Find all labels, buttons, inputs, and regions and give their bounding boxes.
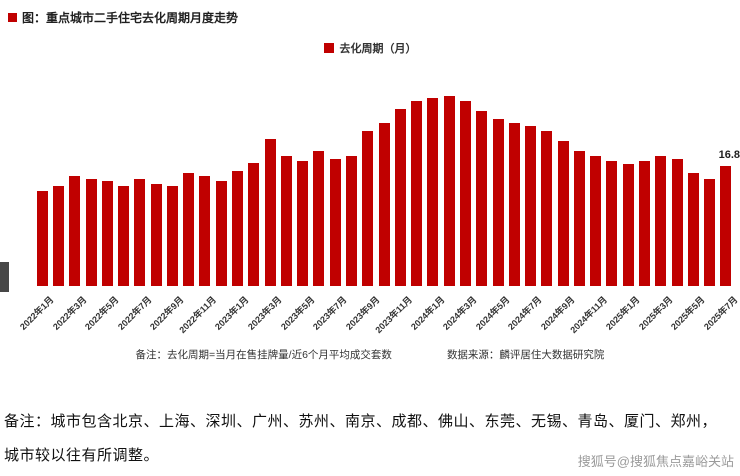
x-tick-label: 2022年5月 (83, 294, 121, 332)
bar-chart-plot: 16.8 (34, 86, 740, 286)
x-tick-label: 2023年1月 (213, 294, 251, 332)
bar-2024年8月 (541, 131, 553, 286)
bar-2024年10月 (573, 151, 585, 286)
bar-2023年3月 (264, 138, 276, 286)
legend-swatch-icon (323, 43, 334, 53)
x-axis-labels: 2022年1月 2022年3月 2022年5月 2022年7月 2022年9月 2022年… (18, 289, 739, 349)
bar-2023年4月 (280, 156, 292, 286)
bar-2023年2月 (248, 163, 260, 286)
legend-label: 去化周期（月） (339, 43, 417, 55)
x-tick-label: 2023年5月 (278, 294, 317, 332)
data-source: 数据来源：麟评居住大数据研究院 (446, 349, 605, 361)
x-tick-label: 2022年7月 (115, 294, 154, 332)
bottom-note: 备注：城市包含北京、上海、深圳、广州、苏州、南京、成都、佛山、东莞、无锡、青岛、… (4, 405, 717, 473)
bar-2025年5月 (687, 173, 699, 286)
bar-2022年6月 (118, 186, 129, 286)
x-tick-label: 2023年7月 (311, 294, 349, 332)
bar-2022年11月 (199, 176, 211, 286)
bar-2025年1月 (622, 163, 634, 286)
x-tick-label: 2024年1月 (408, 294, 447, 332)
chart-title-text: 图：重点城市二手住宅去化周期月度走势 (22, 11, 239, 25)
bar-2025年3月 (655, 156, 667, 286)
x-tick-label: 2025年7月 (701, 294, 740, 332)
bar-2025年4月 (671, 158, 683, 286)
bar-2022年8月 (150, 183, 162, 286)
bar-2023年8月 (345, 156, 357, 286)
bar-2024年6月 (508, 123, 520, 286)
bar-2024年5月 (492, 118, 504, 286)
bar-2024年9月 (557, 141, 569, 286)
bar-2022年2月 (52, 186, 64, 286)
bar-2023年1月 (232, 171, 243, 286)
bar-2023年11月 (394, 108, 406, 286)
last-bar-value-label: 16.8 (718, 149, 740, 161)
bar-2022年1月 (36, 191, 48, 286)
title-bullet-icon (8, 13, 17, 22)
bar-2023年6月 (313, 151, 325, 286)
bar-2024年7月 (525, 126, 536, 286)
bar-2025年7月 (720, 166, 732, 286)
x-tick-label: 2024年3月 (441, 294, 479, 332)
x-tick-label: 2025年3月 (636, 294, 675, 332)
bottom-note-line2: 城市较以往有所调整。 (4, 448, 160, 464)
bar-2025年6月 (704, 178, 716, 286)
bar-2024年1月 (427, 98, 439, 286)
bar-2022年10月 (183, 173, 195, 286)
x-tick-label: 2022年3月 (50, 294, 89, 332)
x-tick-label: 2024年7月 (506, 294, 544, 332)
bar-2024年12月 (606, 161, 618, 286)
bar-2023年9月 (362, 131, 374, 286)
bar-2023年7月 (329, 158, 341, 286)
x-tick-label: 2023年3月 (245, 294, 284, 332)
bar-2023年5月 (297, 161, 309, 286)
chart-footnote: 备注：去化周期=当月在售挂牌量/近6个月平均成交套数 (135, 349, 392, 361)
bar-2022年7月 (134, 178, 146, 286)
watermark: 搜狐号@搜狐焦点嘉峪关站 (577, 454, 734, 469)
bar-2023年10月 (378, 123, 390, 286)
bar-2024年11月 (590, 156, 602, 286)
chart-legend: 去化周期（月） (0, 40, 740, 56)
bar-2025年2月 (639, 161, 650, 286)
bar-2024年2月 (443, 96, 455, 286)
bottom-note-line1: 备注：城市包含北京、上海、深圳、广州、苏州、南京、成都、佛山、东莞、无锡、青岛、… (4, 414, 718, 430)
bar-2022年4月 (85, 178, 97, 286)
bar-2022年5月 (101, 181, 113, 286)
chart-title: 图：重点城市二手住宅去化周期月度走势 (8, 9, 238, 26)
bar-2023年12月 (411, 101, 423, 286)
chart-footnote-row: 备注：去化周期=当月在售挂牌量/近6个月平均成交套数 数据来源：麟评居住大数据研… (0, 347, 740, 362)
bar-2022年12月 (215, 181, 227, 286)
bar-2024年4月 (476, 111, 488, 286)
bar-2022年9月 (166, 186, 178, 286)
x-tick-label: 2024年5月 (473, 294, 512, 332)
bar-2024年3月 (459, 101, 471, 286)
x-tick-label: 2025年1月 (604, 294, 642, 332)
bar-2022年3月 (69, 176, 81, 286)
left-edge-marker (0, 262, 9, 292)
x-tick-label: 2022年1月 (18, 294, 56, 332)
x-tick-label: 2025年5月 (669, 294, 707, 332)
